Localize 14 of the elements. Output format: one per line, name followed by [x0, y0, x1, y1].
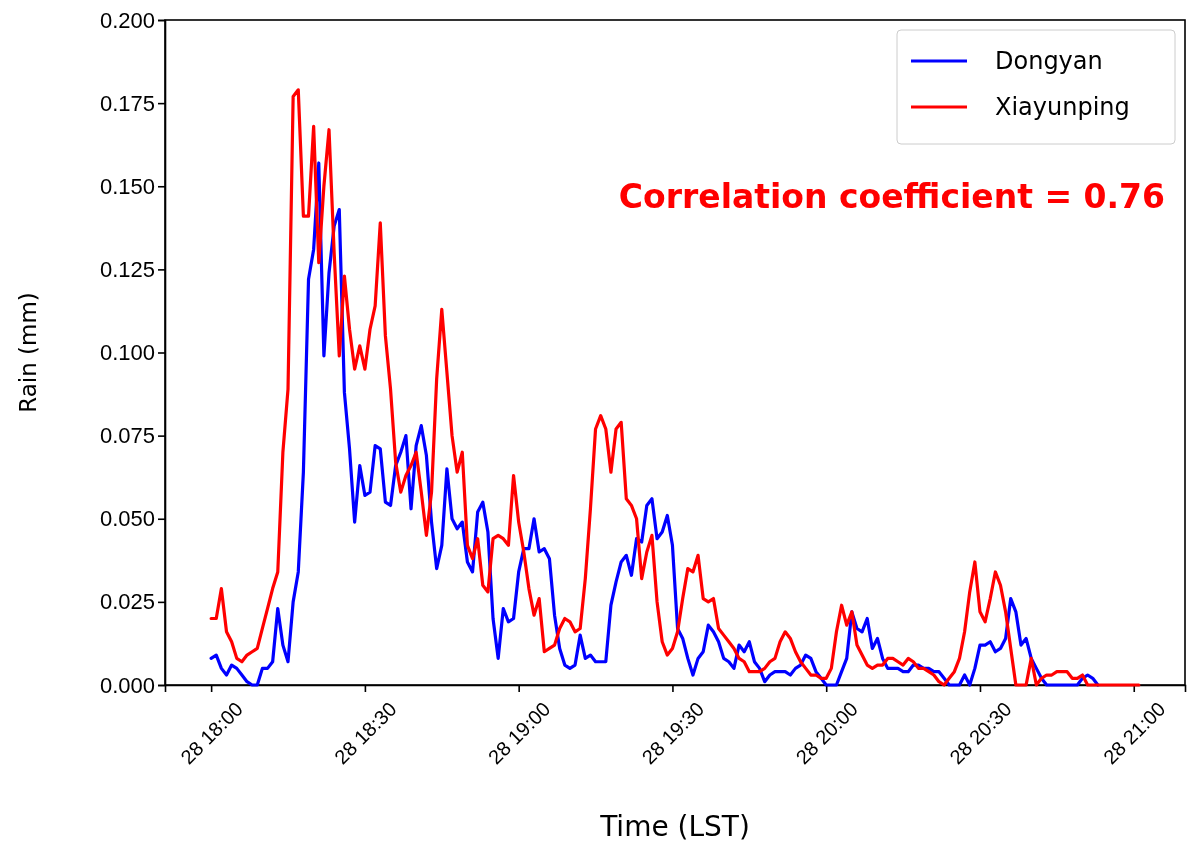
y-tick-label: 0.075	[99, 423, 155, 449]
y-tick-label: 0.000	[99, 672, 155, 698]
y-tick-label: 0.200	[99, 7, 155, 33]
y-axis-title: Rain (mm)	[15, 292, 41, 413]
y-tick-label: 0.175	[99, 90, 155, 116]
x-axis-title: Time (LST)	[599, 810, 750, 843]
y-tick-label: 0.050	[99, 506, 155, 532]
legend-label: Dongyan	[995, 47, 1103, 75]
y-tick-label: 0.025	[99, 589, 155, 615]
y-tick-label: 0.150	[99, 173, 155, 199]
y-tick-label: 0.100	[99, 340, 155, 366]
y-tick-label: 0.125	[99, 256, 155, 282]
legend-label: Xiayunping	[995, 93, 1130, 121]
annotation: Correlation coefficient = 0.76	[618, 177, 1165, 216]
